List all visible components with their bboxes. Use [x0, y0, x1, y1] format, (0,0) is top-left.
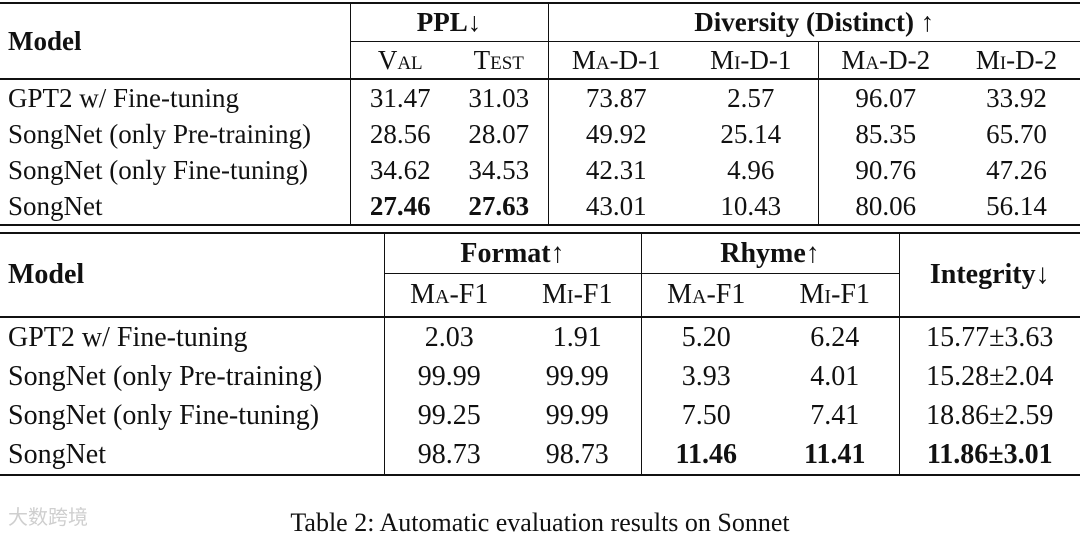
cell-rhyme-mi-f1: 6.24	[810, 321, 860, 353]
cell-val: 34.62	[349, 152, 450, 188]
table-row: SongNet (only Pre-training) 28.56 28.07 …	[0, 116, 1080, 152]
model-name: SongNet (only Pre-training)	[8, 118, 311, 149]
cell-test: 27.63	[468, 190, 530, 221]
cell-mi-d-2: 65.70	[986, 118, 1047, 149]
rhyme-header: Rhyme↑	[640, 233, 899, 274]
cell-rhyme-ma-f1: 11.46	[640, 435, 771, 475]
col-header-rhyme-ma-f1: Ma-F1	[640, 273, 771, 318]
cell-mi-d-2: 56.14	[986, 190, 1047, 221]
model-name: SongNet	[8, 438, 106, 470]
model-name: SongNet	[8, 190, 103, 221]
cell-ma-d-1: 73.87	[547, 79, 684, 116]
cell-mi-d-1: 25.14	[720, 118, 782, 149]
table-row: SongNet (only Pre-training) 99.99 99.99 …	[0, 357, 1080, 396]
model-name: GPT2 w/ Fine-tuning	[8, 321, 248, 353]
cell-rhyme-mi-f1: 7.41	[810, 399, 860, 431]
table-row: SongNet (only Fine-tuning) 34.62 34.53 4…	[0, 152, 1080, 188]
format-header: Format↑	[383, 233, 641, 274]
col-header-format-mi-f1: Mi-F1	[514, 273, 641, 318]
model-name: SongNet (only Fine-tuning)	[8, 154, 308, 185]
cell-format-ma-f1: 99.99	[383, 357, 514, 396]
table-row: GPT2 w/ Fine-tuning 2.03 1.91 5.20 6.24 …	[0, 317, 1080, 357]
table-caption: Table 2: Automatic evaluation results on…	[290, 508, 790, 537]
ppl-diversity-table: Model PPL↓ Diversity (Distinct) ↑ Val Te…	[0, 2, 1080, 226]
col-header-ma-d-2: Ma-D-2	[817, 41, 953, 80]
cell-ma-d-2: 85.35	[817, 116, 953, 152]
diversity-header: Diversity (Distinct) ↑	[547, 3, 1080, 42]
model-header: Model	[0, 3, 350, 80]
col-header-val: Val	[349, 41, 450, 80]
model-header: Model	[0, 233, 384, 318]
cell-mi-d-2: 33.92	[986, 82, 1047, 113]
model-name: SongNet (only Fine-tuning)	[8, 399, 320, 431]
cell-format-ma-f1: 99.25	[383, 396, 514, 435]
cell-rhyme-ma-f1: 3.93	[640, 357, 771, 396]
cell-val: 31.47	[349, 79, 450, 116]
table-row: SongNet 98.73 98.73 11.46 11.41 11.86±3.…	[0, 435, 1080, 475]
col-header-format-ma-f1: Ma-F1	[383, 273, 514, 318]
table-row: SongNet (only Fine-tuning) 99.25 99.99 7…	[0, 396, 1080, 435]
cell-format-mi-f1: 1.91	[552, 321, 602, 353]
cell-ma-d-1: 43.01	[547, 188, 684, 225]
cell-integrity: 15.28±2.04	[898, 357, 1080, 396]
cell-format-mi-f1: 99.99	[545, 399, 609, 431]
col-header-test: Test	[450, 41, 548, 80]
cell-ma-d-1: 42.31	[547, 152, 684, 188]
cell-rhyme-mi-f1: 11.41	[804, 438, 866, 470]
format-rhyme-integrity-table: Model Format↑ Rhyme↑ Integrity↓ Ma-F1 Mi…	[0, 232, 1080, 476]
col-header-mi-d-1: Mi-D-1	[684, 41, 818, 80]
cell-integrity: 11.86±3.01	[898, 435, 1080, 475]
table-row: GPT2 w/ Fine-tuning 31.47 31.03 73.87 2.…	[0, 79, 1080, 116]
cell-rhyme-ma-f1: 5.20	[640, 317, 771, 357]
cell-test: 31.03	[468, 82, 530, 113]
ppl-header: PPL↓	[349, 3, 548, 42]
cell-format-mi-f1: 98.73	[545, 438, 609, 470]
cell-mi-d-2: 47.26	[986, 154, 1047, 185]
cell-format-ma-f1: 98.73	[383, 435, 514, 475]
table-row: SongNet 27.46 27.63 43.01 10.43 80.06 56…	[0, 188, 1080, 225]
cell-integrity: 18.86±2.59	[898, 396, 1080, 435]
cell-mi-d-1: 4.96	[727, 154, 775, 185]
cell-test: 28.07	[468, 118, 530, 149]
cell-rhyme-mi-f1: 4.01	[810, 360, 860, 392]
cell-format-mi-f1: 99.99	[545, 360, 609, 392]
cell-rhyme-ma-f1: 7.50	[640, 396, 771, 435]
cell-ma-d-1: 49.92	[547, 116, 684, 152]
cell-integrity: 15.77±3.63	[898, 317, 1080, 357]
cell-val: 27.46	[349, 188, 450, 225]
cell-ma-d-2: 80.06	[817, 188, 953, 225]
watermark: 大数跨境	[8, 505, 88, 529]
model-name: SongNet (only Pre-training)	[8, 360, 323, 392]
cell-mi-d-1: 2.57	[727, 82, 775, 113]
cell-ma-d-2: 96.07	[817, 79, 953, 116]
cell-format-ma-f1: 2.03	[383, 317, 514, 357]
col-header-rhyme-mi-f1: Mi-F1	[771, 273, 899, 318]
cell-test: 34.53	[468, 154, 530, 185]
cell-mi-d-1: 10.43	[720, 190, 782, 221]
col-header-mi-d-2: Mi-D-2	[953, 41, 1080, 80]
model-name: GPT2 w/ Fine-tuning	[8, 82, 240, 113]
cell-val: 28.56	[349, 116, 450, 152]
cell-ma-d-2: 90.76	[817, 152, 953, 188]
col-header-ma-d-1: Ma-D-1	[547, 41, 684, 80]
integrity-header: Integrity↓	[898, 233, 1080, 318]
